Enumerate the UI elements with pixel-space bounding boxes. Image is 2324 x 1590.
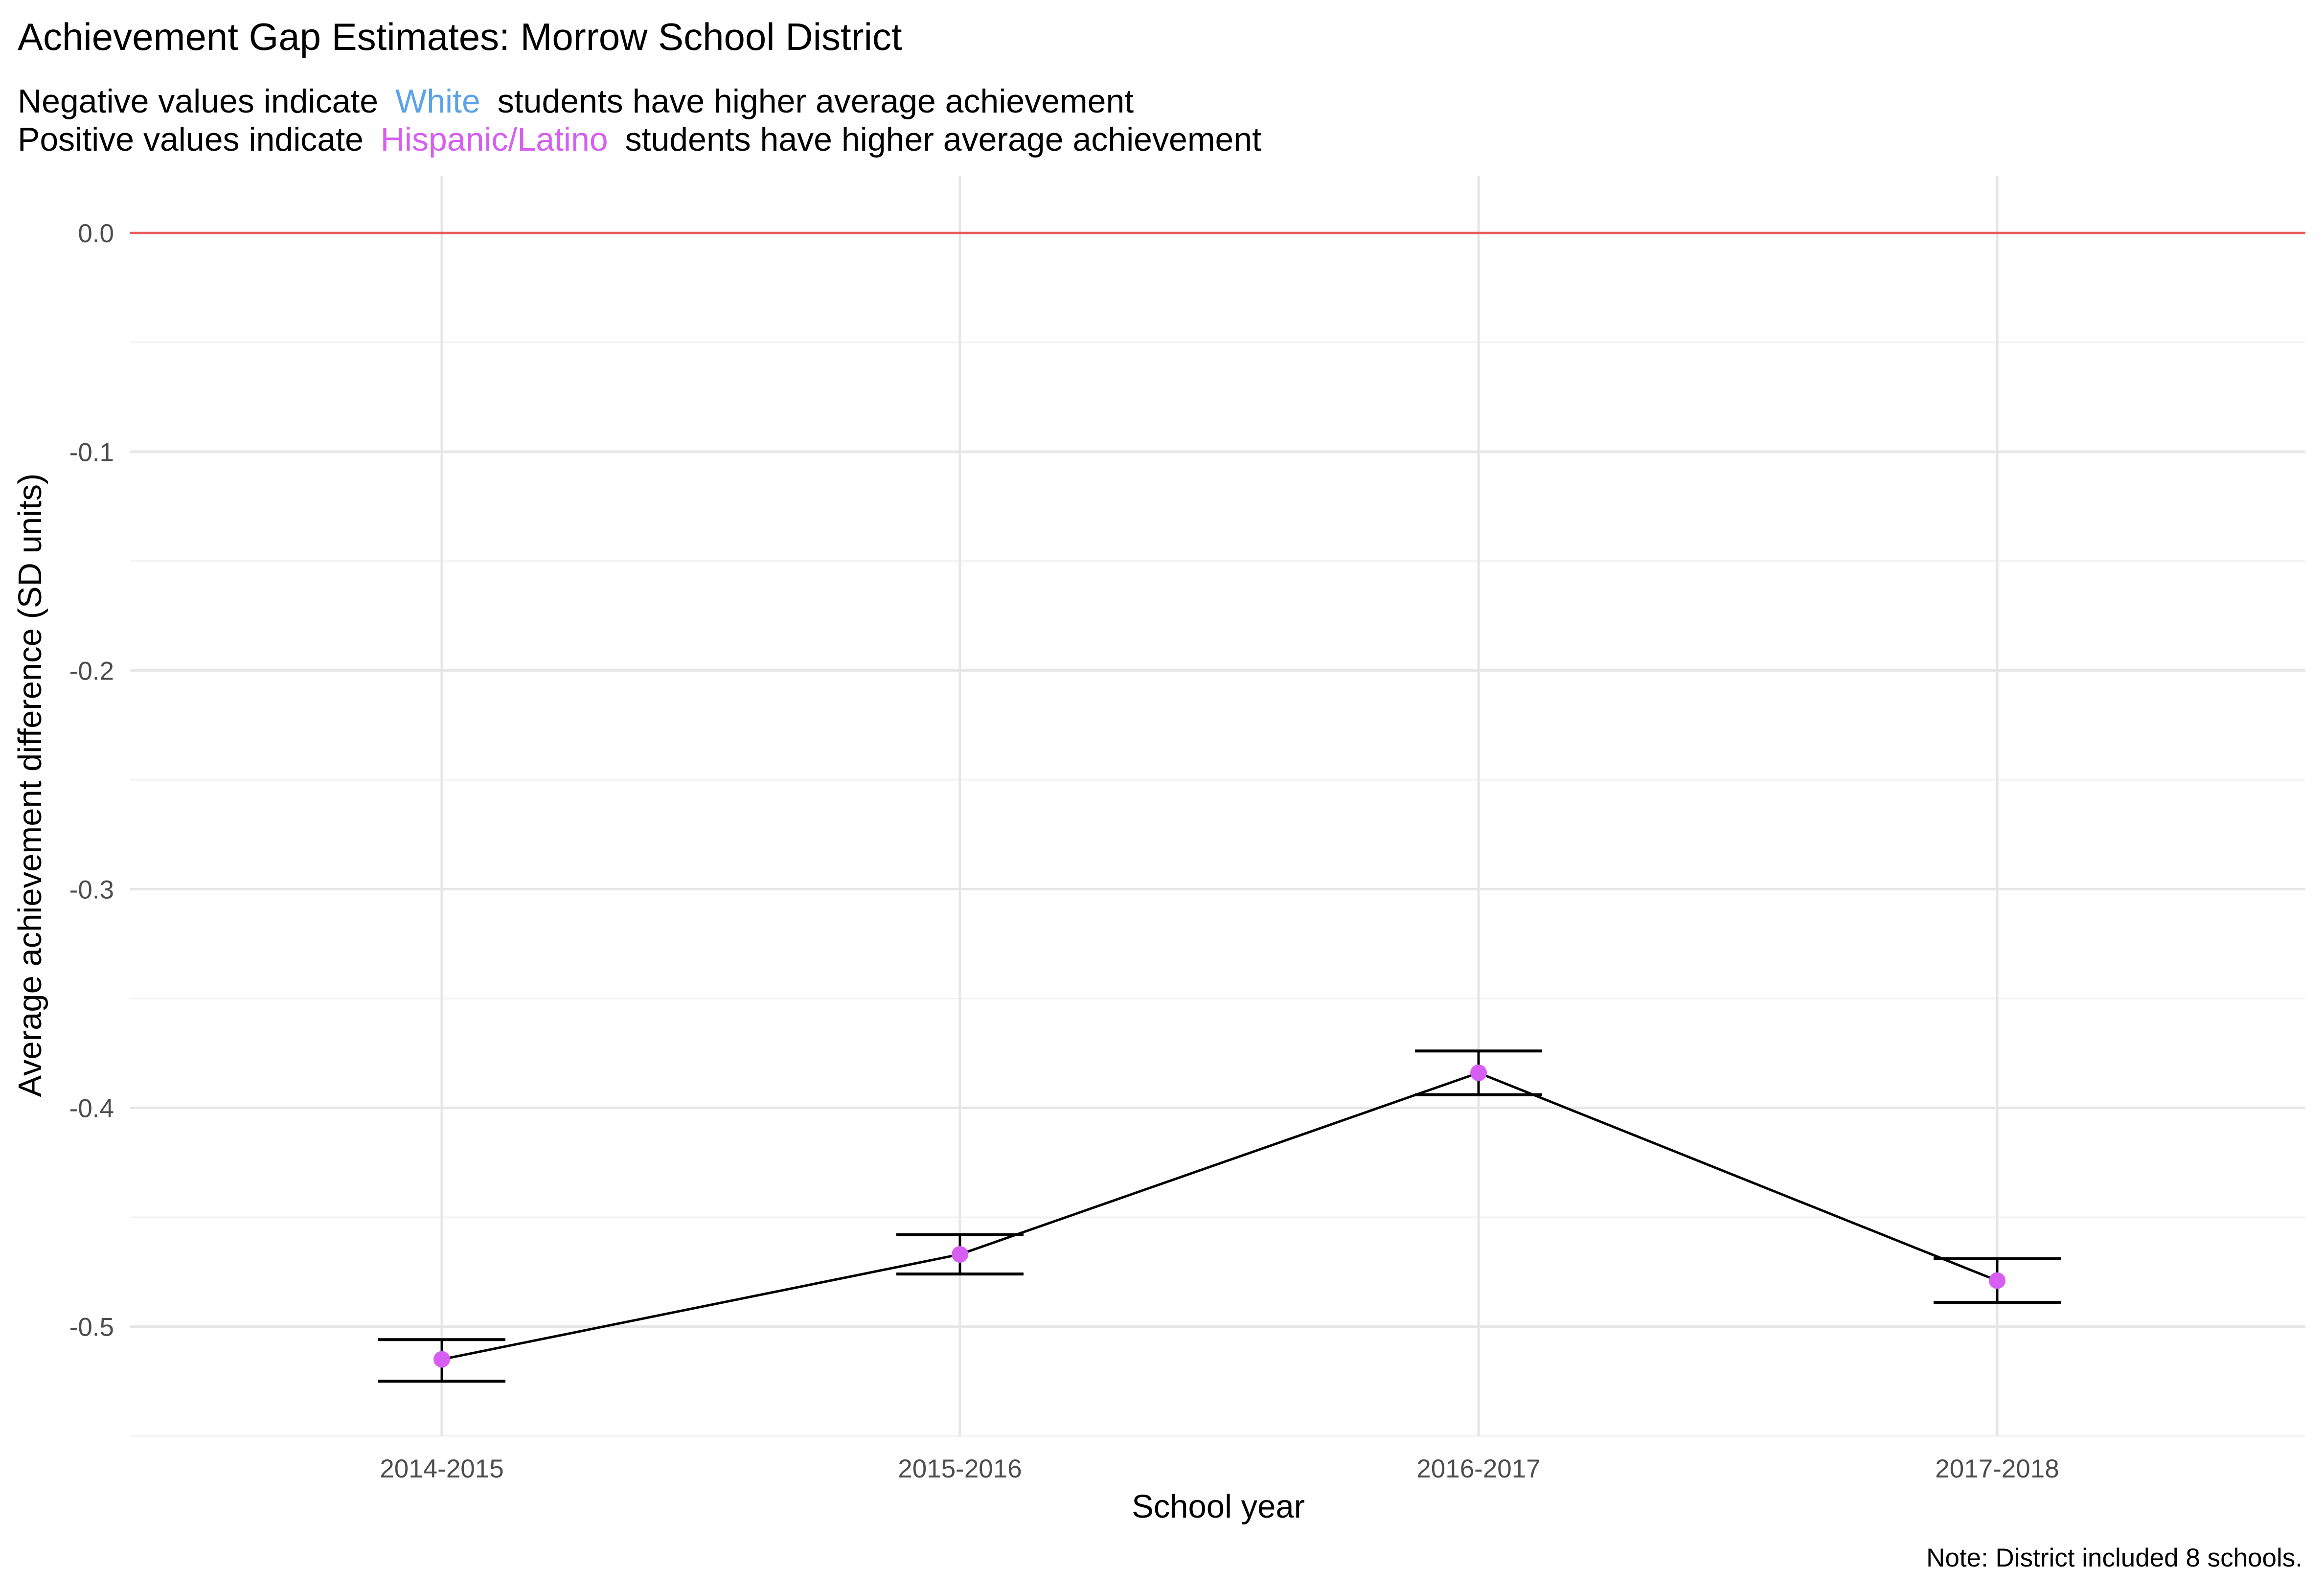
subtitle-1-after: students have higher average achievement xyxy=(498,83,1134,120)
y-tick-label: -0.5 xyxy=(69,1313,114,1341)
x-tick-label: 2015-2016 xyxy=(898,1454,1022,1483)
subtitle-2-after: students have higher average achievement xyxy=(625,121,1262,158)
x-tick-label: 2017-2018 xyxy=(1935,1454,2059,1483)
chart-subtitle-line-1: Negative values indicate White students … xyxy=(18,83,1134,120)
grid-lines xyxy=(130,176,2305,1437)
y-tick-label: 0.0 xyxy=(78,219,114,248)
y-tick-label: -0.4 xyxy=(69,1094,114,1123)
data-point xyxy=(1989,1272,2005,1289)
data-point xyxy=(952,1246,968,1263)
y-axis-title: Average achievement difference (SD units… xyxy=(12,474,48,1097)
y-tick-label: -0.3 xyxy=(69,875,114,904)
subtitle-white-label: White xyxy=(395,83,480,120)
data-point xyxy=(433,1351,450,1368)
chart-subtitle-line-2: Positive values indicate Hispanic/Latino… xyxy=(18,121,1261,158)
x-tick-label: 2014-2015 xyxy=(380,1454,503,1483)
y-tick-label: -0.1 xyxy=(69,438,114,467)
subtitle-2-before: Positive values indicate xyxy=(18,121,364,158)
x-tick-label: 2016-2017 xyxy=(1416,1454,1540,1483)
subtitle-hispanic-label: Hispanic/Latino xyxy=(381,121,608,158)
chart-caption: Note: District included 8 schools. xyxy=(1926,1544,2302,1572)
subtitle-1-before: Negative values indicate xyxy=(18,83,378,120)
y-axis-ticks: 0.0 -0.1 -0.2 -0.3 -0.4 -0.5 xyxy=(69,219,114,1341)
y-tick-label: -0.2 xyxy=(69,657,114,685)
chart-title: Achievement Gap Estimates: Morrow School… xyxy=(18,15,902,58)
x-axis-ticks: 2014-2015 2015-2016 2016-2017 2017-2018 xyxy=(380,1454,2059,1483)
data-point xyxy=(1470,1064,1487,1081)
x-axis-title: School year xyxy=(1132,1488,1305,1525)
series xyxy=(378,1049,2061,1383)
series-line xyxy=(441,1071,1998,1361)
